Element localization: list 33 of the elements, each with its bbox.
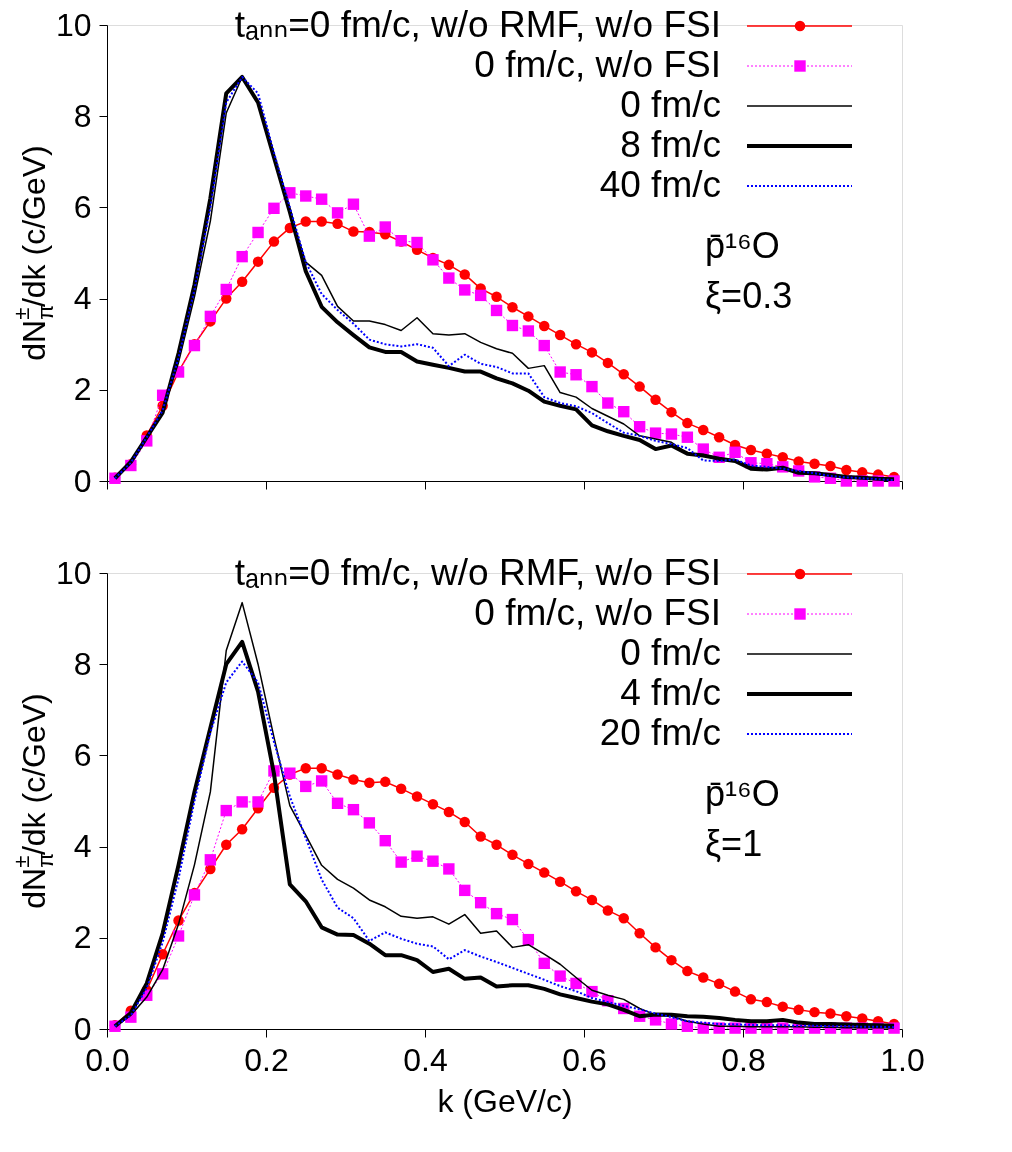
annotation: p̄¹⁶O — [705, 773, 780, 814]
legend-label: 4 fm/c — [620, 672, 721, 713]
y-tick-label: 6 — [73, 736, 92, 773]
annotation: ξ=0.3 — [705, 275, 793, 316]
legend-label: tₐₙₙ=0 fm/c, w/o RMF, w/o FSI — [234, 4, 721, 45]
legend-label: 0 fm/c — [620, 84, 721, 125]
y-tick-label: 6 — [73, 188, 92, 225]
legend-label: 0 fm/c, w/o FSI — [474, 592, 721, 633]
legend-label: 0 fm/c, w/o FSI — [474, 44, 721, 85]
y-tick-label: 2 — [73, 919, 92, 956]
x-tick-label: 0.2 — [244, 1041, 289, 1078]
y-tick-label: 10 — [55, 6, 92, 43]
y-axis-title: dNπ±/dk (c/GeV) — [9, 693, 58, 909]
x-tick-label: 0.8 — [721, 1041, 766, 1078]
y-tick-label: 0 — [73, 462, 92, 499]
annotation: ξ=1 — [705, 823, 763, 864]
legend-label: 40 fm/c — [599, 164, 721, 205]
y-tick-label: 8 — [73, 645, 92, 682]
legend-label: tₐₙₙ=0 fm/c, w/o RMF, w/o FSI — [234, 552, 721, 593]
annotation: p̄¹⁶O — [705, 225, 780, 266]
y-tick-label: 8 — [73, 97, 92, 134]
y-tick-label: 2 — [73, 371, 92, 408]
x-axis-title: k (GeV/c) — [437, 1082, 573, 1119]
legend-label: 0 fm/c — [620, 632, 721, 673]
y-tick-label: 4 — [73, 280, 92, 317]
y-tick-label: 10 — [55, 554, 92, 591]
y-axis-title: dNπ±/dk (c/GeV) — [9, 145, 58, 361]
x-tick-label: 0.4 — [403, 1041, 448, 1078]
legend-label: 20 fm/c — [599, 712, 721, 753]
x-tick-label: 0.6 — [562, 1041, 607, 1078]
legend-label: 8 fm/c — [620, 124, 721, 165]
x-tick-label: 1.0 — [880, 1041, 925, 1078]
y-tick-label: 4 — [73, 828, 92, 865]
